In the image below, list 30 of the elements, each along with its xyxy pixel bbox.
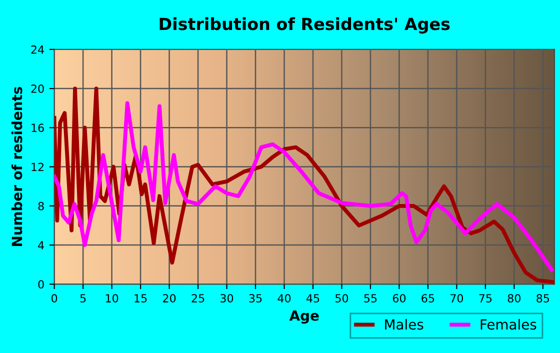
y-tick-label: 8: [38, 202, 44, 210]
y-tick-label: 24: [31, 45, 44, 54]
x-tick-label: 50: [336, 294, 348, 302]
x-axis-title: Age: [289, 310, 319, 324]
x-tick-label: 40: [278, 294, 291, 302]
x-tick-label: 35: [249, 294, 262, 302]
x-tick-label: 15: [134, 294, 147, 302]
legend-label: Males: [385, 318, 424, 330]
y-tick-label: 20: [31, 84, 44, 93]
x-tick-label: 20: [163, 294, 176, 302]
chart-title: Distribution of Residents' Ages: [160, 17, 450, 34]
x-tick-label: 10: [106, 294, 118, 302]
y-tick-label: 16: [32, 124, 44, 132]
x-tick-label: 65: [422, 294, 434, 302]
x-tick-label: 0: [52, 294, 58, 302]
x-tick-label: 25: [192, 294, 204, 302]
y-axis-title: Number of residents: [11, 87, 22, 246]
x-tick-label: 45: [306, 294, 320, 302]
x-tick-label: 55: [364, 294, 377, 302]
x-tick-label: 5: [80, 294, 86, 302]
x-tick-label: 85: [536, 294, 550, 302]
y-tick-label: 0: [38, 280, 44, 289]
x-tick-label: 30: [220, 294, 234, 302]
x-tick-label: 80: [508, 294, 520, 302]
x-tick-label: 75: [479, 294, 492, 302]
y-tick-label: 12: [32, 162, 44, 172]
x-tick-label: 70: [450, 294, 464, 302]
legend-label: Females: [480, 318, 536, 330]
y-tick-label: 4: [38, 241, 44, 250]
x-tick-label: 60: [392, 294, 406, 302]
